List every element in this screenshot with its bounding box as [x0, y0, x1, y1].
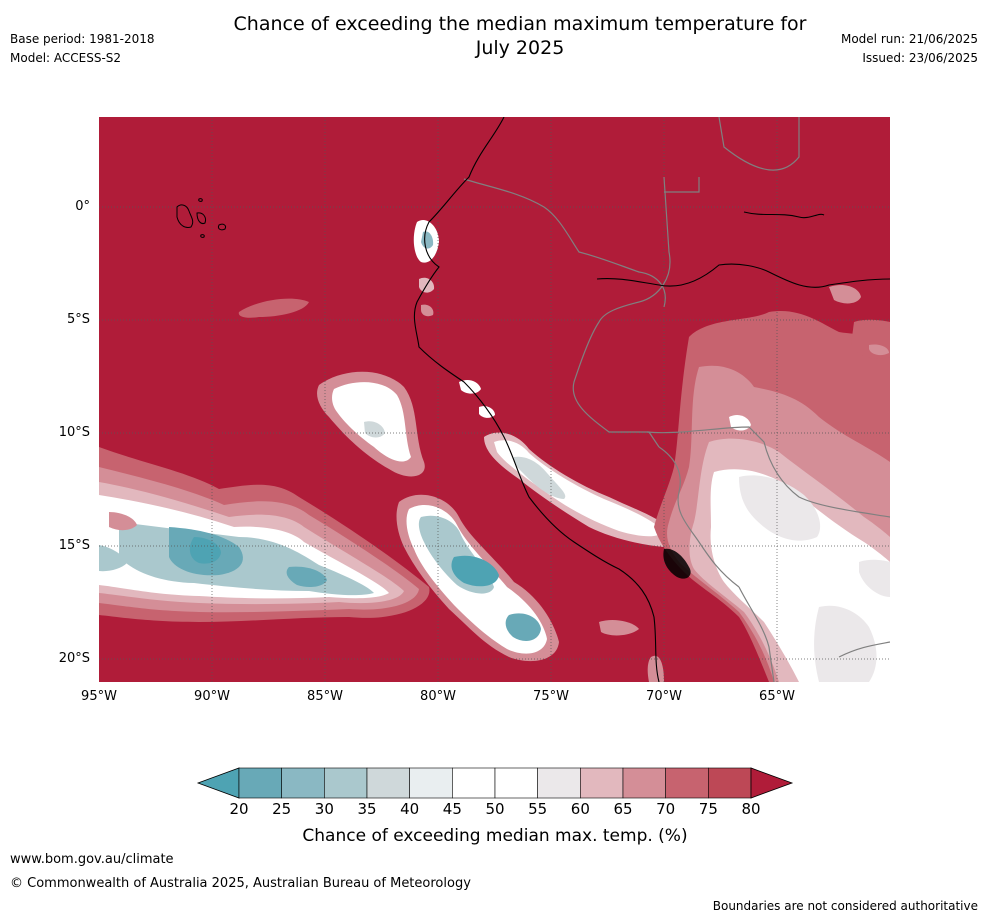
colorbar-cell: [665, 767, 709, 799]
colorbar-cell: [409, 767, 453, 799]
anomaly-peru-coast: [459, 379, 680, 548]
meta-left: Base period: 1981-2018 Model: ACCESS-S2: [10, 30, 155, 68]
lat-tick-0: 0°: [75, 199, 90, 214]
anomaly-bolivia: [654, 311, 890, 682]
issued-date: Issued: 23/06/2025: [862, 51, 978, 65]
anomaly-ocean-83w: [317, 371, 425, 477]
lon-tick-75w: 75°W: [533, 689, 569, 704]
lat-tick-5s: 5°S: [66, 312, 90, 327]
lake-titicaca: [663, 548, 691, 579]
map-panel: [99, 116, 891, 683]
lon-tick-65w: 65°W: [759, 689, 795, 704]
colorbar-cell: [281, 767, 325, 799]
model-run: Model run: 21/06/2025: [840, 32, 978, 46]
colorbar-tick: 60: [570, 800, 590, 818]
map-gridlines: [99, 117, 890, 682]
lon-tick-80w: 80°W: [420, 689, 456, 704]
lon-tick-70w: 70°W: [646, 689, 682, 704]
lon-tick-95w: 95°W: [81, 689, 117, 704]
anomaly-ocean-78w: [396, 494, 559, 662]
colorbar-cell: [580, 767, 624, 799]
colorbar-cell: [622, 767, 666, 799]
country-borders: [463, 116, 891, 683]
anomaly-ocean-small: [238, 298, 309, 318]
colorbar-tick: 25: [272, 800, 292, 818]
base-period: Base period: 1981-2018: [10, 32, 155, 46]
colorbar-tick: 40: [400, 800, 420, 818]
map-svg: [99, 116, 891, 683]
colorbar-cell: [494, 767, 538, 799]
colorbar-ticks: 20 25 30 35 40 45 50 55 60 65 70 75 80: [196, 800, 796, 820]
colorbar-cell: [366, 767, 410, 799]
coastline: [413, 116, 891, 683]
colorbar-arrow-low: [196, 767, 240, 799]
colorbar-tick: 45: [442, 800, 462, 818]
colorbar-cell: [708, 767, 752, 799]
chart-title: Chance of exceeding the median maximum t…: [150, 12, 890, 60]
colorbar-cell: [238, 767, 282, 799]
colorbar-tick: 20: [229, 800, 249, 818]
anomaly-amazon: [599, 285, 890, 682]
footer-url[interactable]: www.bom.gov.au/climate: [10, 852, 174, 867]
colorbar-tick: 55: [528, 800, 548, 818]
meta-right: Model run: 21/06/2025 Issued: 23/06/2025: [841, 30, 978, 68]
lat-tick-15s: 15°S: [58, 538, 90, 553]
colorbar-tick: 35: [357, 800, 377, 818]
title-line-1: Chance of exceeding the median maximum t…: [233, 13, 807, 35]
colorbar-tick: 30: [314, 800, 334, 818]
colorbar-tick: 75: [698, 800, 718, 818]
colorbar-label: Chance of exceeding median max. temp. (%…: [302, 826, 688, 846]
lon-tick-90w: 90°W: [194, 689, 230, 704]
lat-tick-10s: 10°S: [58, 425, 90, 440]
colorbar-cell: [452, 767, 496, 799]
colorbar-tick: 65: [613, 800, 633, 818]
colorbar-arrow-high: [750, 767, 794, 799]
disclaimer: Boundaries are not considered authoritat…: [712, 899, 978, 913]
galapagos-islands: [176, 198, 226, 238]
lon-tick-85w: 85°W: [307, 689, 343, 704]
title-line-2: July 2025: [475, 37, 565, 59]
colorbar-cell: [537, 767, 581, 799]
colorbar-cell: [324, 767, 368, 799]
colorbar: [196, 767, 794, 799]
anomaly-ocean-west: [99, 447, 430, 622]
colorbar-tick: 70: [656, 800, 676, 818]
copyright: © Commonwealth of Australia 2025, Austra…: [10, 876, 471, 891]
model-name: Model: ACCESS-S2: [10, 51, 122, 65]
colorbar-tick: 50: [485, 800, 505, 818]
lat-tick-20s: 20°S: [58, 651, 90, 666]
colorbar-tick: 80: [741, 800, 761, 818]
